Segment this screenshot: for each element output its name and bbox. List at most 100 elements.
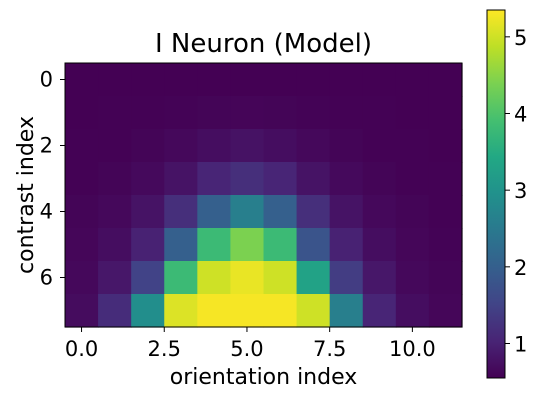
heatmap-cell [98, 228, 132, 262]
heatmap-cell [131, 261, 165, 295]
heatmap-cell [230, 63, 265, 97]
x-tick-label: 5.0 [230, 337, 263, 361]
heatmap-cell [131, 294, 165, 328]
heatmap-cell [296, 162, 331, 196]
y-axis-label: contrast index [14, 116, 39, 274]
heatmap-cell [329, 162, 364, 196]
heatmap-cell [329, 294, 364, 328]
heatmap-cell [131, 129, 165, 163]
heatmap-cell [395, 294, 430, 328]
heatmap-cell [362, 162, 397, 196]
heatmap-cell [329, 195, 364, 229]
heatmap-cell [197, 195, 232, 229]
heatmap-cell [329, 228, 364, 262]
heatmap-cell [65, 63, 99, 97]
heatmap-cell [428, 63, 463, 97]
colorbar-tick-label: 3 [514, 179, 527, 203]
heatmap-cell [428, 129, 463, 163]
heatmap-cell [164, 261, 198, 295]
heatmap-cell [263, 63, 298, 97]
heatmap-cell [428, 96, 463, 130]
heatmap-cell [362, 261, 397, 295]
heatmap-cell [197, 261, 232, 295]
chart-title: I Neuron (Model) [155, 29, 372, 59]
heatmap-cell [98, 96, 132, 130]
heatmap-cell [98, 195, 132, 229]
heatmap-cell [98, 294, 132, 328]
heatmap-cell [230, 228, 265, 262]
heatmap-cell [65, 129, 99, 163]
x-axis-ticks: 0.0 2.5 5.0 7.5 10.0 [65, 327, 436, 361]
heatmap-cell [362, 63, 397, 97]
heatmap-cell [65, 162, 99, 196]
heatmap-cell [164, 129, 198, 163]
heatmap-cell [131, 96, 165, 130]
heatmap-cell [164, 96, 198, 130]
heatmap-cell [197, 228, 232, 262]
heatmap-cell [164, 228, 198, 262]
heatmap-cell [395, 195, 430, 229]
heatmap-cell [65, 228, 99, 262]
colorbar-tick-label: 2 [514, 256, 527, 280]
x-tick-label: 10.0 [389, 337, 436, 361]
heatmap-cell [296, 195, 331, 229]
heatmap-cell [197, 162, 232, 196]
heatmap-cell [263, 261, 298, 295]
y-tick-label: 6 [40, 266, 53, 290]
heatmap-cell [263, 294, 298, 328]
colorbar-tick-label: 4 [514, 103, 527, 127]
heatmap-cell [362, 228, 397, 262]
colorbar-ticks: 1 2 3 4 5 [505, 26, 527, 357]
heatmap-cell [164, 162, 198, 196]
heatmap-cell [263, 162, 298, 196]
heatmap-cell [395, 63, 430, 97]
heatmap-cell [395, 96, 430, 130]
heatmap-cell [362, 96, 397, 130]
heatmap-cell [362, 195, 397, 229]
heatmap-cell [428, 261, 463, 295]
heatmap-cell [230, 294, 265, 328]
heatmap-cell [230, 261, 265, 295]
heatmap-cell [362, 294, 397, 328]
heatmap-cell [98, 261, 132, 295]
y-tick-label: 4 [40, 200, 53, 224]
heatmap-cell [428, 195, 463, 229]
heatmap-cell [395, 261, 430, 295]
heatmap-cell [296, 129, 331, 163]
heatmap-cell [98, 63, 132, 97]
plot-frame [64, 62, 463, 328]
heatmap-cell [65, 96, 99, 130]
x-axis-label: orientation index [170, 365, 358, 390]
x-tick-label: 2.5 [148, 337, 181, 361]
heatmap-cell [131, 195, 165, 229]
heatmap-cell [263, 129, 298, 163]
heatmap-cell [131, 162, 165, 196]
heatmap-cell [329, 129, 364, 163]
heatmap-cell [329, 63, 364, 97]
heatmap-cell [428, 162, 463, 196]
heatmap-cell [296, 96, 331, 130]
heatmap-cell [230, 162, 265, 196]
heatmap-cell [230, 195, 265, 229]
heatmap-cell [428, 294, 463, 328]
heatmap-cell [263, 96, 298, 130]
colorbar-tick-label: 5 [514, 26, 527, 50]
heatmap-cell [98, 162, 132, 196]
y-tick-label: 2 [40, 134, 53, 158]
heatmap-cell [296, 63, 331, 97]
heatmap-cell [65, 195, 99, 229]
heatmap-cell [230, 96, 265, 130]
y-tick-label: 0 [40, 68, 53, 92]
x-tick-label: 7.5 [313, 337, 346, 361]
heatmap-cell [197, 96, 232, 130]
heatmap-cell [296, 294, 331, 328]
heatmap-cell [296, 228, 331, 262]
heatmap-cell [197, 129, 232, 163]
heatmap-cell [164, 195, 198, 229]
heatmap-cell [329, 261, 364, 295]
heatmap-cell [131, 63, 165, 97]
heatmap-cell [362, 129, 397, 163]
heatmap-cell [65, 261, 99, 295]
heatmap-cell [197, 294, 232, 328]
